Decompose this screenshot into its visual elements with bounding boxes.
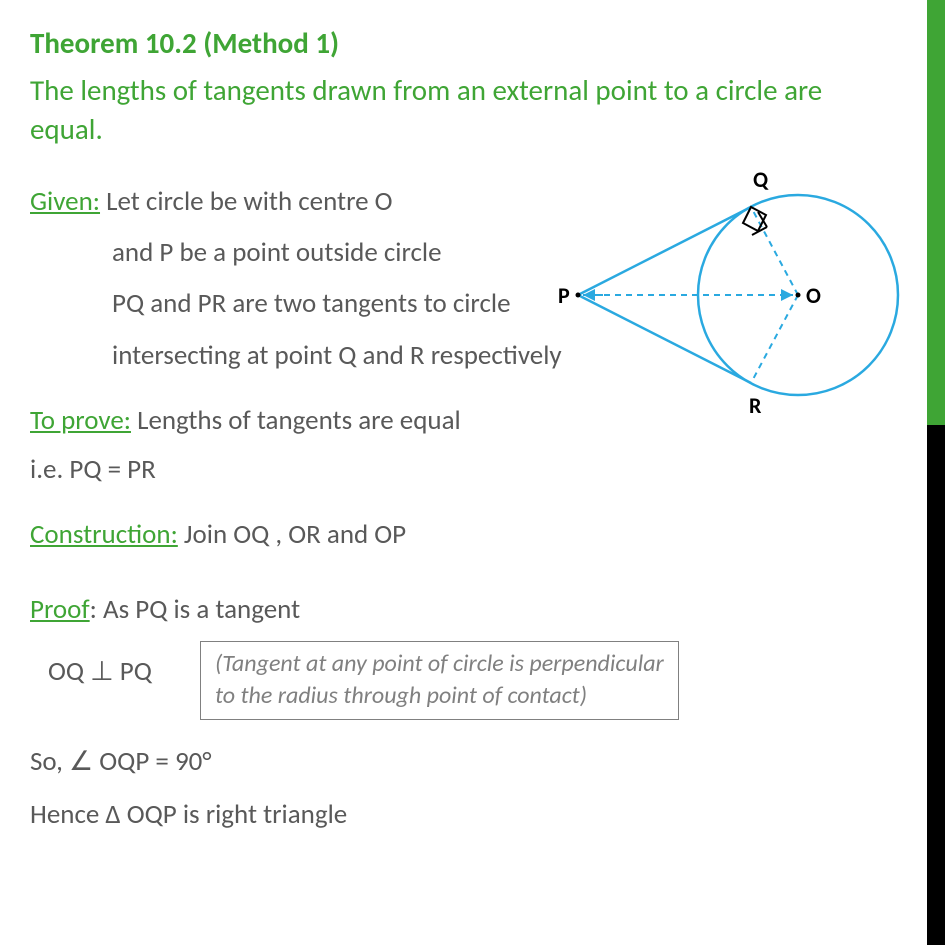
accent-strip-green [927, 0, 945, 425]
line-pr [578, 295, 751, 383]
circle-diagram: P Q R O [553, 155, 923, 425]
label-p: P [558, 282, 570, 309]
given-label: Given: [30, 185, 100, 218]
proof-line1: : As PQ is a tangent [90, 593, 300, 626]
construction-line1: Join OQ , OR and OP [178, 518, 406, 551]
line-pq [578, 207, 751, 295]
proof-reason-l1: (Tangent at any point of circle is perpe… [215, 648, 664, 680]
label-o: O [806, 282, 821, 309]
toprove-label: To prove: [30, 404, 131, 437]
proof-perp: OQ ⊥ PQ [30, 641, 180, 688]
point-o [796, 293, 801, 298]
given-line3: PQ and PR are two tangents to circle [112, 287, 511, 320]
page-content: Theorem 10.2 (Method 1) The lengths of t… [0, 0, 945, 882]
proof-line2: So, ∠ OQP = 90° [30, 745, 211, 778]
point-p [576, 293, 581, 298]
label-q: Q [753, 166, 769, 193]
watermark: teachoo.com [778, 12, 910, 42]
proof-label: Proof [30, 593, 90, 626]
construction-block: Construction: Join OQ , OR and OP [30, 517, 905, 552]
given-line2: and P be a point outside circle [112, 236, 442, 269]
line-or [751, 295, 798, 383]
toprove-line2: i.e. PQ = PR [30, 453, 156, 486]
proof-reason-l2: to the radius through point of contact) [215, 680, 664, 712]
construction-label: Construction: [30, 518, 178, 551]
line-oq [751, 207, 798, 295]
label-r: R [749, 392, 762, 419]
theorem-title: Theorem 10.2 (Method 1) [30, 25, 905, 61]
theorem-statement: The lengths of tangents drawn from an ex… [30, 71, 905, 149]
given-line4: intersecting at point Q and R respective… [112, 339, 562, 372]
toprove-line1: Lengths of tangents are equal [131, 404, 461, 437]
proof-block: Proof: As PQ is a tangent OQ ⊥ PQ (Tange… [30, 592, 905, 832]
proof-reason-box: (Tangent at any point of circle is perpe… [200, 641, 679, 720]
proof-line3: Hence Δ OQP is right triangle [30, 798, 347, 831]
given-line1: Let circle be with centre O [100, 185, 393, 218]
accent-strip-black [927, 425, 945, 945]
